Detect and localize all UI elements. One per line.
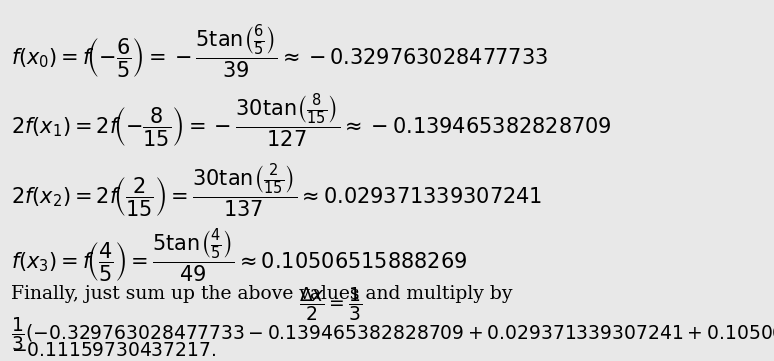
Text: :: : — [354, 285, 361, 303]
Text: $\dfrac{1}{3}(-0.329763028477733 - 0.139465382828709 + 0.029371339307241 + 0.105: $\dfrac{1}{3}(-0.329763028477733 - 0.139… — [11, 315, 774, 353]
Text: $2f(x_1) = 2f\!\left(-\dfrac{8}{15}\right) = -\dfrac{30\tan\!\left(\frac{8}{15}\: $2f(x_1) = 2f\!\left(-\dfrac{8}{15}\righ… — [11, 93, 611, 151]
Text: $f(x_0) = f\!\left(-\dfrac{6}{5}\right) = -\dfrac{5\tan\!\left(\frac{6}{5}\right: $f(x_0) = f\!\left(-\dfrac{6}{5}\right) … — [11, 24, 548, 81]
Text: $f(x_3) = f\!\left(\dfrac{4}{5}\right) = \dfrac{5\tan\!\left(\frac{4}{5}\right)}: $f(x_3) = f\!\left(\dfrac{4}{5}\right) =… — [11, 228, 467, 285]
Text: Finally, just sum up the above values and multiply by: Finally, just sum up the above values an… — [11, 285, 519, 303]
Text: $2f(x_2) = 2f\!\left(\dfrac{2}{15}\right) = \dfrac{30\tan\!\left(\frac{2}{15}\ri: $2f(x_2) = 2f\!\left(\dfrac{2}{15}\right… — [11, 162, 542, 219]
Text: $\dfrac{\Delta x}{2} = \dfrac{1}{3}$: $\dfrac{\Delta x}{2} = \dfrac{1}{3}$ — [299, 285, 362, 323]
Text: $-0.11159730437217.$: $-0.11159730437217.$ — [11, 342, 216, 360]
